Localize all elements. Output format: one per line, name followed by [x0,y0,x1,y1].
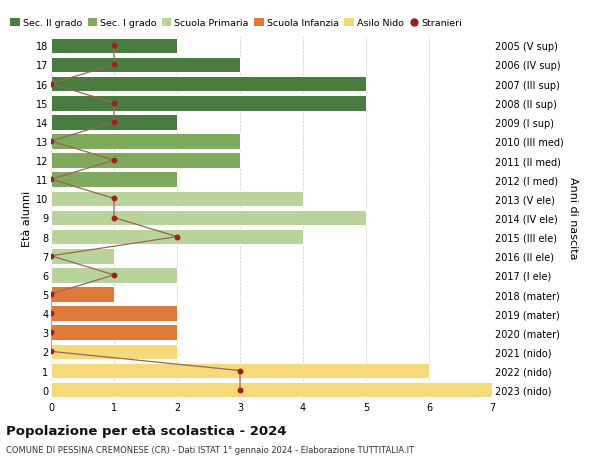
Bar [51,191,303,207]
Point [235,367,245,375]
Bar [51,134,240,150]
Point [235,386,245,393]
Text: COMUNE DI PESSINA CREMONESE (CR) - Dati ISTAT 1° gennaio 2024 - Elaborazione TUT: COMUNE DI PESSINA CREMONESE (CR) - Dati … [6,445,414,454]
Point [109,119,119,126]
Bar [51,153,240,168]
Point [109,272,119,279]
Bar [51,306,177,321]
Point [109,43,119,50]
Bar [51,57,240,73]
Y-axis label: Età alunni: Età alunni [22,190,32,246]
Point [172,234,182,241]
Bar [51,286,114,302]
Point [109,62,119,69]
Bar [51,115,177,130]
Bar [51,172,177,188]
Point [46,176,56,184]
Point [46,252,56,260]
Bar [51,248,114,264]
Point [46,138,56,146]
Bar [51,268,177,283]
Bar [51,382,492,397]
Point [46,310,56,317]
Point [109,195,119,202]
Bar [51,325,177,341]
Point [46,81,56,88]
Point [46,348,56,355]
Text: Popolazione per età scolastica - 2024: Popolazione per età scolastica - 2024 [6,425,287,437]
Point [109,214,119,222]
Bar [51,344,177,359]
Point [46,329,56,336]
Bar [51,39,177,54]
Point [109,157,119,164]
Bar [51,210,366,226]
Point [46,291,56,298]
Y-axis label: Anni di nascita: Anni di nascita [568,177,578,259]
Bar [51,77,366,92]
Legend: Sec. II grado, Sec. I grado, Scuola Primaria, Scuola Infanzia, Asilo Nido, Stran: Sec. II grado, Sec. I grado, Scuola Prim… [10,19,462,28]
Bar [51,363,429,379]
Bar [51,95,366,112]
Bar [51,230,303,245]
Point [109,100,119,107]
